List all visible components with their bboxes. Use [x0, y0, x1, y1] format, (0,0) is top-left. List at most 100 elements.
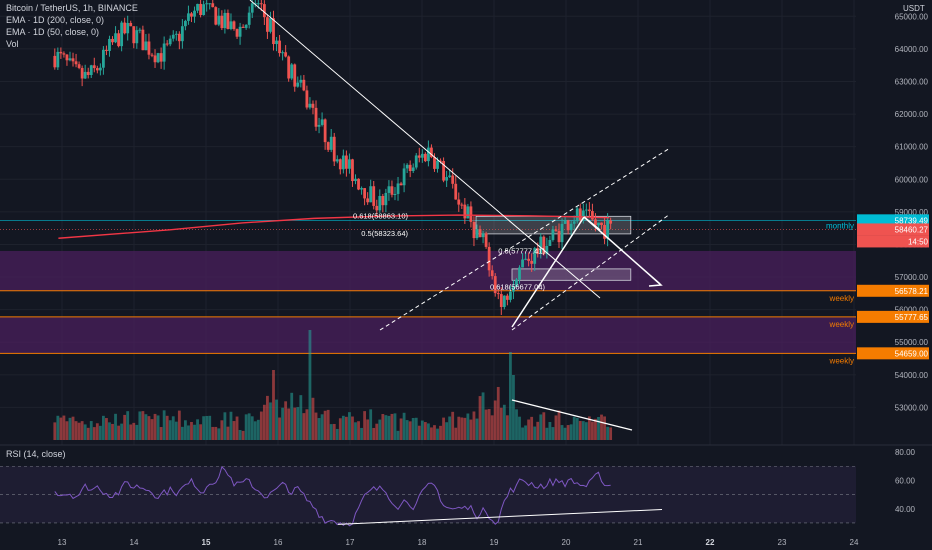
candle-body	[141, 29, 145, 51]
candle-body	[132, 26, 136, 44]
level-label-weekly: weekly	[829, 294, 854, 303]
volume-bar	[275, 399, 278, 440]
candle-body	[223, 12, 227, 29]
volume-bar	[563, 427, 567, 440]
volume-bar	[77, 422, 81, 440]
x-tick-label: 14	[130, 538, 139, 547]
currency-label: USDT	[903, 4, 925, 13]
x-tick-label: 15	[202, 538, 211, 547]
candle-body	[101, 49, 105, 68]
candle-body	[527, 258, 531, 261]
candle-body	[414, 155, 418, 168]
x-tick-label: 17	[346, 538, 355, 547]
candle-body	[71, 58, 75, 62]
candle-body	[463, 204, 467, 219]
price-badge-weekly-3-bg	[857, 347, 929, 360]
volume-bars	[53, 330, 613, 440]
candle-body	[256, 3, 260, 5]
volume-bar	[196, 419, 199, 440]
candle-body	[108, 38, 111, 51]
volume-bar	[460, 417, 464, 440]
volume-trendline	[511, 399, 633, 431]
candle-body	[445, 177, 449, 181]
volume-bar	[232, 421, 236, 440]
volume-bar	[533, 426, 537, 440]
volume-bar	[530, 416, 534, 440]
candle-body	[344, 155, 348, 169]
volume-bar	[187, 425, 190, 440]
candle-body	[162, 43, 166, 62]
candle-body	[92, 65, 96, 69]
volume-bar	[68, 417, 72, 440]
candle-body	[202, 4, 206, 16]
volume-bar	[393, 413, 397, 440]
volume-bar	[120, 423, 124, 440]
volume-bar	[505, 415, 509, 440]
x-tick-label: 24	[850, 538, 859, 547]
volume-bar	[253, 421, 257, 440]
ema-200-line	[58, 214, 610, 239]
time-axis-bg	[0, 532, 932, 550]
volume-bar	[56, 415, 60, 440]
volume-bar	[290, 392, 294, 440]
volume-bar	[423, 422, 427, 440]
volume-bar	[551, 427, 555, 440]
candle-body	[98, 67, 102, 71]
rsi-legend: RSI (14, close)	[6, 449, 66, 459]
ema50-legend: EMA · 1D (50, close, 0)	[6, 27, 100, 37]
candle-body	[302, 79, 306, 91]
candle-body	[335, 159, 339, 162]
candle-body	[59, 51, 63, 54]
candle-body	[478, 229, 482, 238]
rsi-tick-label: 40.00	[895, 505, 916, 514]
volume-bar	[135, 424, 139, 440]
volume-bar	[326, 409, 330, 440]
candle-body	[244, 24, 248, 28]
candle-body	[484, 233, 488, 247]
volume-bar	[193, 424, 196, 440]
chart-title: Bitcoin / TetherUS, 1h, BINANCE	[6, 3, 138, 13]
candle-body	[551, 229, 555, 240]
y-tick-label: 64000.00	[895, 45, 929, 54]
volume-bar	[560, 425, 564, 440]
volume-bar	[293, 407, 297, 440]
candle-body	[262, 4, 266, 18]
volume-bar	[272, 370, 275, 440]
volume-bar	[247, 413, 251, 440]
volume-bar	[95, 423, 99, 440]
candle-body	[287, 56, 291, 79]
candle-body	[226, 12, 230, 29]
volume-bar	[509, 352, 512, 440]
candle-body	[241, 26, 245, 28]
volume-bar	[211, 426, 215, 440]
candle-body	[554, 229, 558, 231]
volume-bar	[597, 417, 600, 440]
candle-body	[308, 103, 312, 108]
candle-body	[378, 195, 382, 211]
candle-body	[384, 192, 388, 206]
candle-body	[314, 107, 318, 127]
candle-body	[408, 164, 412, 172]
volume-bar	[74, 421, 78, 440]
price-badge-weekly-2: 55777.65	[895, 313, 929, 322]
volume-bar	[584, 422, 588, 440]
candle-body	[396, 183, 400, 194]
volume-bar	[320, 414, 324, 440]
volume-bar	[490, 415, 494, 440]
volume-bar	[417, 425, 421, 440]
candle-body	[387, 186, 391, 193]
volume-bar	[566, 425, 570, 440]
y-tick-label: 55000.00	[895, 338, 929, 347]
volume-bar	[539, 414, 543, 440]
volume-bar	[71, 416, 75, 440]
volume-bar	[369, 409, 373, 440]
candle-body	[609, 220, 613, 224]
candle-body	[126, 22, 130, 34]
volume-bar	[287, 408, 291, 440]
candle-body	[587, 209, 591, 212]
fib-label: 0.5(58323.64)	[361, 229, 408, 238]
volume-bar	[111, 423, 114, 440]
candle-body	[472, 221, 476, 239]
